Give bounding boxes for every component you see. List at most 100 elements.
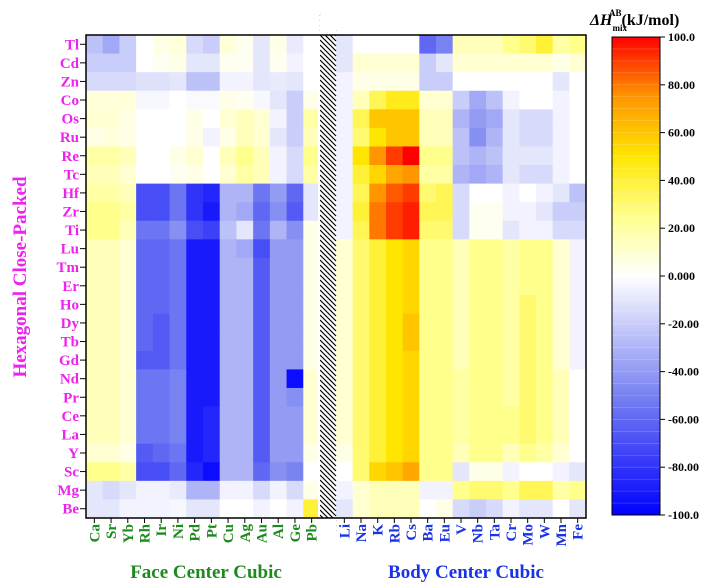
heatmap-cell — [436, 313, 454, 333]
heatmap-cell — [519, 387, 537, 407]
heatmap-cell — [203, 257, 221, 277]
heatmap-cell — [253, 220, 271, 240]
heatmap-cell — [569, 406, 587, 426]
heatmap-cell — [386, 146, 404, 166]
heatmap-cell — [569, 350, 587, 370]
heatmap-cell — [152, 406, 170, 426]
heatmap-cell — [486, 425, 504, 445]
separator-hatch-line — [319, 119, 337, 137]
heatmap-cell — [236, 295, 254, 315]
heatmap-cell — [502, 462, 520, 482]
heatmap-cell — [502, 146, 520, 166]
heatmap-cell — [102, 257, 120, 277]
heatmap-cell — [86, 295, 104, 315]
heatmap-cell — [186, 295, 204, 315]
heatmap-cell — [502, 257, 520, 277]
heatmap-cell — [152, 109, 170, 129]
heatmap-cell — [369, 257, 387, 277]
heatmap-cell — [236, 313, 254, 333]
heatmap-cell — [469, 127, 487, 147]
separator-hatch-line — [319, 404, 337, 422]
row-label: Lu — [61, 242, 79, 258]
heatmap-cell — [369, 90, 387, 110]
heatmap-cell — [419, 295, 437, 315]
heatmap-cell — [519, 220, 537, 240]
heatmap-cell — [536, 276, 554, 296]
separator-hatch-line — [319, 89, 337, 107]
row-label: Ru — [60, 130, 79, 146]
heatmap-cell — [253, 202, 271, 222]
column-label-bcc: Na — [354, 524, 370, 543]
heatmap-cell — [552, 387, 570, 407]
heatmap-cell — [369, 53, 387, 73]
heatmap-cell — [86, 72, 104, 92]
heatmap-cell — [169, 332, 187, 352]
heatmap-cell — [152, 165, 170, 185]
heatmap-cell — [369, 165, 387, 185]
heatmap-cell — [286, 183, 304, 203]
heatmap-cell — [286, 276, 304, 296]
separator-edge — [318, 35, 320, 518]
heatmap-cell — [386, 109, 404, 129]
heatmap-cell — [219, 127, 237, 147]
heatmap-cell — [502, 53, 520, 73]
colorbar-title-sub: mix — [612, 23, 627, 33]
heatmap-cell — [286, 146, 304, 166]
heatmap-cell — [152, 257, 170, 277]
heatmap-cell — [236, 350, 254, 370]
heatmap-cell — [102, 127, 120, 147]
heatmap-cell — [502, 183, 520, 203]
heatmap-cell — [519, 406, 537, 426]
heatmap-cell — [286, 499, 304, 519]
heatmap-cell — [253, 369, 271, 389]
heatmap-cell — [102, 276, 120, 296]
heatmap-cell — [452, 387, 470, 407]
colorbar-tick-label: 80.00 — [668, 78, 695, 92]
row-label: Tc — [64, 167, 80, 183]
column-label-fcc: Ir — [154, 524, 170, 537]
heatmap-cell — [552, 313, 570, 333]
heatmap-cell — [569, 90, 587, 110]
heatmap-cell — [203, 146, 221, 166]
heatmap-cell — [336, 202, 354, 222]
heatmap-cell — [186, 53, 204, 73]
heatmap-cell — [102, 35, 120, 54]
heatmap-cell — [286, 425, 304, 445]
heatmap-cell — [569, 220, 587, 240]
heatmap-cell — [286, 332, 304, 352]
heatmap-cell — [169, 109, 187, 129]
heatmap-cell — [369, 146, 387, 166]
heatmap-cell — [469, 146, 487, 166]
heatmap-cell — [402, 276, 420, 296]
heatmap-cell — [236, 165, 254, 185]
heatmap-cell — [569, 462, 587, 482]
row-label: Y — [68, 446, 79, 462]
row-label: Re — [62, 149, 80, 165]
heatmap-cell — [219, 202, 237, 222]
heatmap-cell — [519, 369, 537, 389]
row-label: Mg — [57, 483, 79, 499]
heatmap-cell — [86, 239, 104, 259]
heatmap-cell — [186, 276, 204, 296]
heatmap-cell — [102, 443, 120, 463]
heatmap-cell — [86, 406, 104, 426]
separator-hatch-line — [319, 214, 337, 232]
heatmap-cell — [253, 425, 271, 445]
heatmap-cell — [186, 220, 204, 240]
separator-hatch-line — [319, 224, 337, 242]
heatmap-cell — [352, 369, 370, 389]
heatmap-cell — [169, 90, 187, 110]
heatmap-cell — [102, 165, 120, 185]
heatmap-cell — [402, 295, 420, 315]
heatmap-cell — [419, 313, 437, 333]
column-label-fcc: Ge — [288, 524, 304, 543]
column-label-fcc: Cu — [221, 524, 237, 543]
heatmap-cell — [552, 480, 570, 500]
heatmap-cell — [402, 313, 420, 333]
heatmap-cell — [519, 350, 537, 370]
heatmap-cell — [169, 313, 187, 333]
heatmap-cell — [369, 499, 387, 519]
heatmap-cell — [219, 499, 237, 519]
separator-hatch-line — [319, 464, 337, 482]
heatmap-cell — [119, 332, 137, 352]
